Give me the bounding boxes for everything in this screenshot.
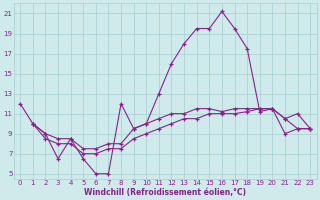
X-axis label: Windchill (Refroidissement éolien,°C): Windchill (Refroidissement éolien,°C) [84,188,246,197]
